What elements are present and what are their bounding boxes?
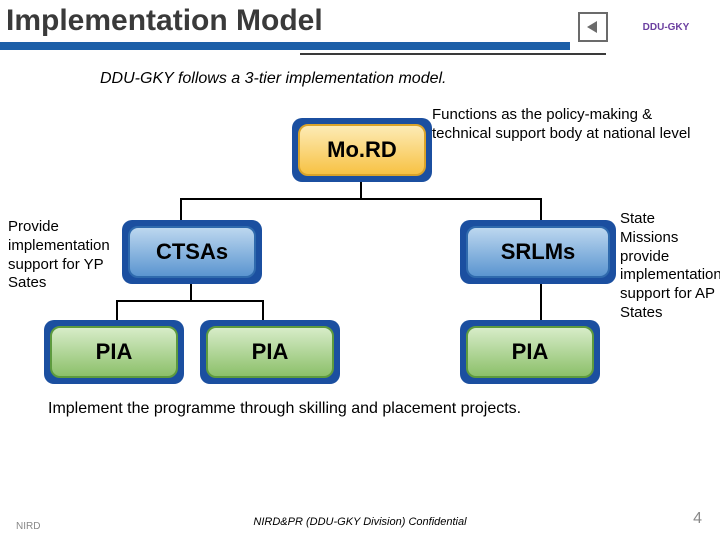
slide-footer: NIRD NIRD&PR (DDU-GKY Division) Confiden… [0, 508, 720, 532]
page-title: Implementation Model [6, 4, 323, 38]
edge-tier2-hbar [116, 300, 264, 302]
subtitle-text: DDU‐GKY follows a 3‐tier implementation … [100, 70, 447, 88]
edge-n3-to-p3 [540, 282, 542, 320]
node-pia3: PIA [466, 326, 594, 378]
node-srlms: SRLMs [466, 226, 610, 278]
annotation-bottom: Implement the programme through skilling… [48, 400, 521, 418]
edge-n2-down [190, 282, 192, 300]
title-underline-blue [0, 42, 570, 50]
edge-to-n2 [180, 198, 182, 220]
edge-to-n3 [540, 198, 542, 220]
nav-back-button[interactable] [578, 12, 608, 42]
node-mord: Mo.RD [298, 124, 426, 176]
edge-to-p2 [262, 300, 264, 320]
node-pia1: PIA [50, 326, 178, 378]
nav-back-icon [585, 19, 601, 35]
edge-to-p1 [116, 300, 118, 320]
edge-tier1-hbar [180, 198, 540, 200]
title-band: Implementation Model [0, 0, 580, 50]
ddu-gky-logo: DDU-GKY [618, 2, 714, 52]
node-ctsas: CTSAs [128, 226, 256, 278]
page-number: 4 [693, 510, 702, 528]
annotation-top-right: Functions as the policy‐making & technic… [432, 106, 692, 144]
annotation-left: Provide implementation support for YP Sa… [8, 218, 118, 293]
implementation-flowchart: Mo.RD CTSAs SRLMs PIA PIA PIA Provide im… [0, 100, 720, 460]
node-pia2: PIA [206, 326, 334, 378]
annotation-right: State Missions provide implementation su… [620, 210, 716, 323]
confidential-text: NIRD&PR (DDU-GKY Division) Confidential [0, 516, 720, 528]
edge-n1-down [360, 180, 362, 198]
slide-header: Implementation Model DDU-GKY [0, 0, 720, 54]
title-underline-thin [300, 53, 606, 55]
